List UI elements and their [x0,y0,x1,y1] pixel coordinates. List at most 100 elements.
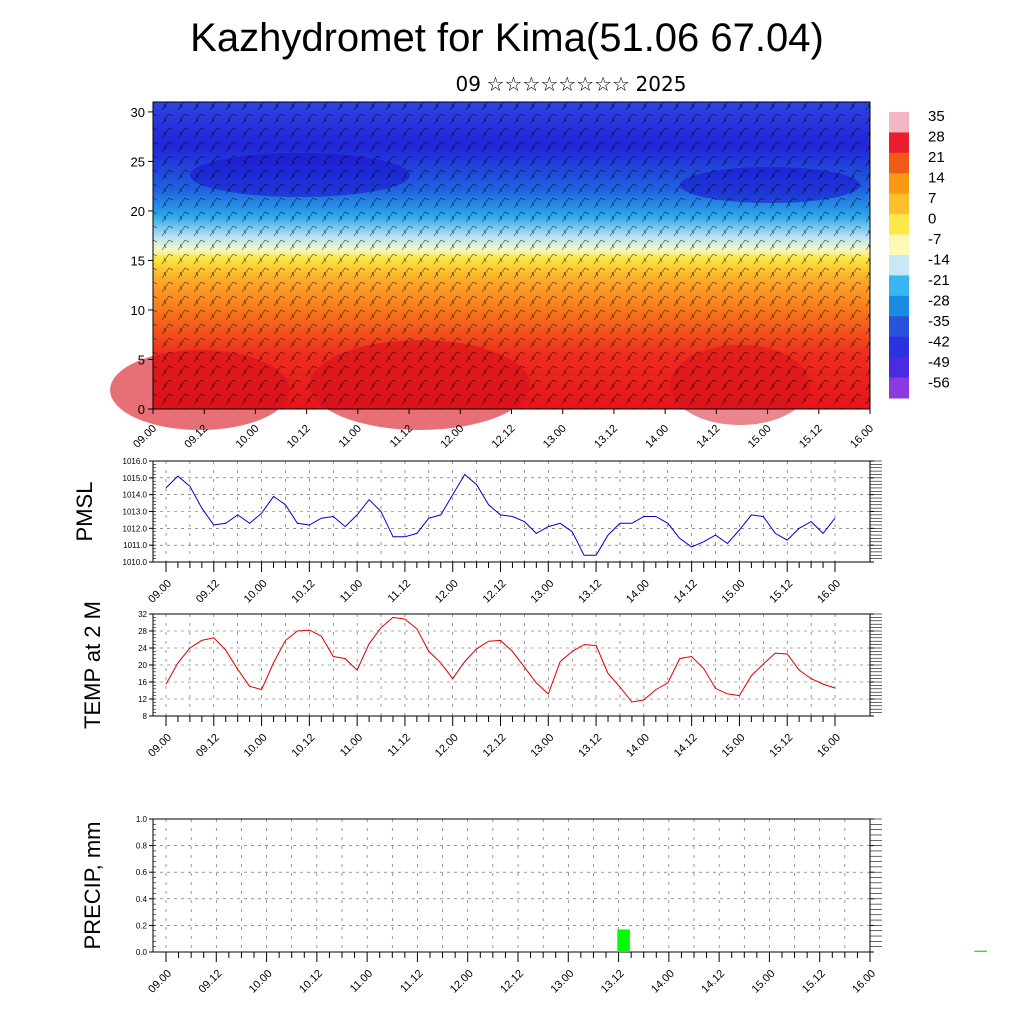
ytick-label: 1.0 [136,815,148,824]
ytick-label: 0.4 [136,895,148,904]
colorbar-label: -14 [928,252,950,269]
xtick-label: 14.00 [624,578,652,606]
colorbar-swatch [889,377,909,399]
colorbar-swatch [889,112,909,133]
section-xtick-label: 09.00 [131,423,159,451]
section-xtick-label: 12.12 [490,423,518,451]
colorbar-swatch [889,132,909,154]
panel-frame [152,460,871,563]
colorbar-label: 35 [928,108,945,125]
xtick-label: 16.00 [815,578,843,606]
subtitle-month: ☆☆☆☆☆☆☆☆ [486,72,630,96]
colorbar-label: -28 [928,293,950,310]
section-ytick-label: 0 [138,402,145,417]
colorbar-swatch [889,275,909,297]
colorbar-label: -42 [928,334,950,351]
xtick-label: 12.12 [481,732,509,760]
pmsl-panel: 1016.0 1015.0 1014.0 1013.0 1012.0 1011.0 1010… [72,457,882,606]
xtick-label: 16.00 [850,968,878,996]
xtick-label: 12.00 [448,968,476,996]
section-ytick-label: 25 [131,154,145,169]
xtick-label: 13.00 [528,578,556,606]
xtick-label: 11.12 [386,578,413,605]
colorbar-swatch [889,234,909,256]
colorbar-label: 7 [928,190,936,207]
ytick-label: 1012.0 [123,524,148,533]
xtick-label: 12.00 [433,578,461,606]
precip-panel: 1.0 0.8 0.6 0.4 0.2 0.0 09.00 09.12 10.00 10.12 11… [80,815,987,996]
colorbar-label: -56 [928,375,950,392]
ytick-label: 0.0 [136,948,148,957]
xtick-label: 11.00 [348,968,375,995]
temperature-colorbar: 35 28 21 14 7 0 -7 -14 -21 -28 -35 -42 -49 -56 [889,108,950,399]
xtick-label: 10.00 [242,732,270,760]
section-xtick-label: 14.00 [643,423,671,451]
colorbar-swatch [889,193,909,215]
xtick-label: 13.00 [548,968,576,996]
xtick-label: 09.12 [196,968,224,996]
ytick-label: 1010.0 [123,558,148,567]
colorbar-label: -7 [928,231,941,248]
xtick-label: 13.00 [528,732,556,760]
ytick-label: 0.6 [136,868,148,877]
precip-bar [617,929,630,952]
date-subtitle: 09 ☆☆☆☆☆☆☆☆ 2025 [0,72,1024,97]
xtick-label: 14.00 [624,732,652,760]
colorbar-swatch [889,295,909,317]
ylabel: PRECIP, mm [80,822,105,950]
xtick-label: 15.00 [720,578,748,606]
xtick-label: 13.12 [576,732,604,760]
xtick-label: 15.12 [800,968,828,996]
section-ytick-label: 15 [131,253,145,268]
temp2m-panel: 32 28 24 20 16 12 8 09.00 09.12 10.00 10.12 11.00 11… [80,601,882,760]
xtick-label: 11.12 [398,968,425,995]
ytick-label: 24 [138,644,147,653]
precip-bar [974,950,987,952]
xtick-label: 13.12 [576,578,604,606]
section-ytick-label: 5 [138,352,145,367]
xtick-label: 10.12 [290,732,318,760]
xtick-label: 16.00 [815,732,843,760]
ytick-label: 1016.0 [123,457,148,466]
section-xtick-label: 10.12 [285,423,313,451]
colorbar-label: -49 [928,354,950,371]
colorbar-swatch [889,255,909,276]
colorbar-swatch [889,214,909,236]
colorbar-label: -35 [928,313,950,330]
xtick-label: 14.12 [672,578,700,606]
colorbar-label: 14 [928,170,945,187]
ylabel: PMSL [72,482,97,542]
ytick-label: 28 [138,627,147,636]
subtitle-day: 09 [455,72,481,96]
ytick-label: 1014.0 [123,491,148,500]
ytick-label: 8 [143,712,148,721]
section-xtick-label: 15.00 [746,423,774,451]
section-ytick-label: 30 [131,105,145,120]
xtick-label: 15.00 [750,968,778,996]
panel-frame [152,818,871,953]
xtick-label: 09.00 [146,578,174,606]
subtitle-year: 2025 [635,72,687,96]
ytick-label: 0.2 [136,921,148,930]
xtick-label: 15.12 [767,578,795,606]
section-ytick-label: 20 [131,204,145,219]
xtick-label: 11.00 [338,578,365,605]
ytick-label: 1013.0 [123,508,148,517]
xtick-label: 10.00 [247,968,275,996]
section-xtick-label: 13.00 [541,423,569,451]
section-xtick-label: 10.00 [234,423,262,451]
ylabel: TEMP at 2 M [80,601,105,729]
section-xtick-label: 13.12 [592,423,620,451]
ytick-label: 32 [138,610,147,619]
section-xtick-label: 15.12 [797,423,825,451]
colorbar-label: 28 [928,129,945,146]
xtick-label: 09.00 [146,968,174,996]
xtick-label: 09.12 [194,578,222,606]
xtick-label: 11.00 [338,732,365,759]
colorbar-label: 0 [928,211,936,228]
section-xtick-label: 11.00 [337,423,364,450]
ytick-label: 1011.0 [123,541,147,550]
colorbar-swatch [889,357,909,379]
